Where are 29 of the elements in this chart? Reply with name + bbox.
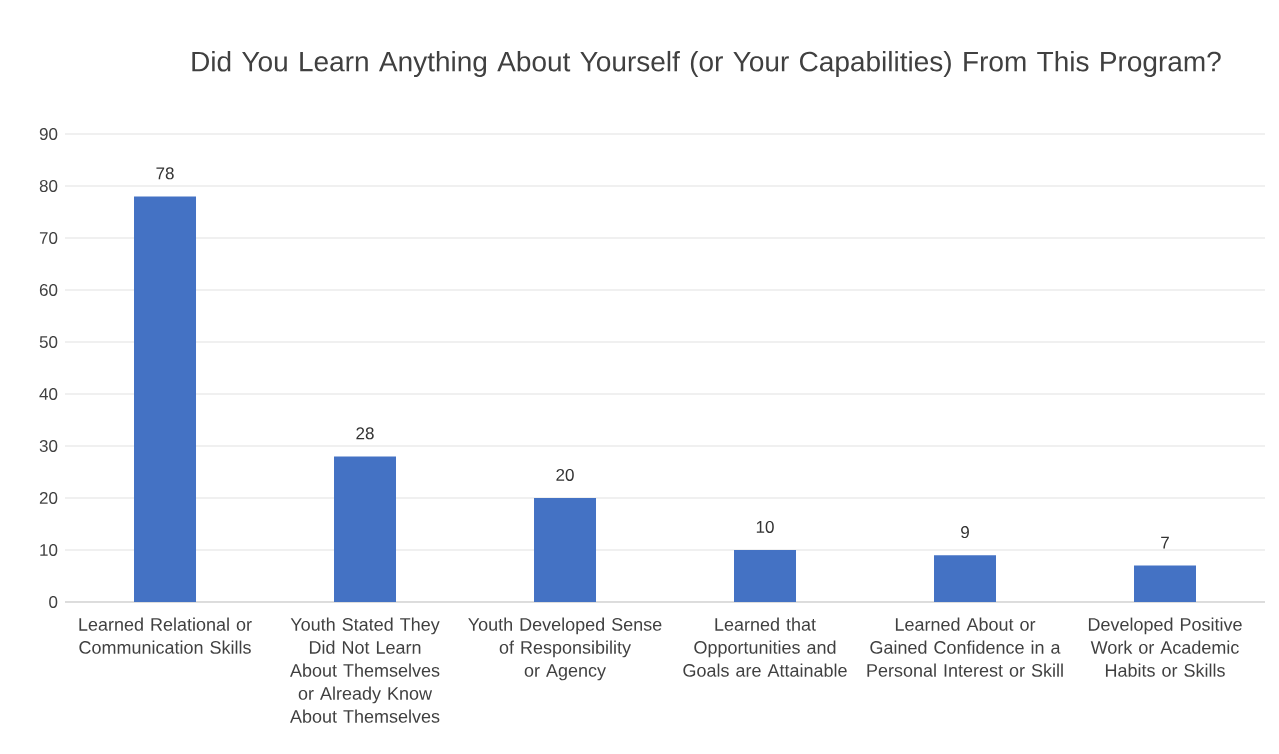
y-tick-label: 20 (39, 491, 58, 504)
data-label: 10 (756, 520, 774, 533)
x-tick-label: Youth Stated They Did Not Learn About Themselves or Already Know About Themselves (290, 617, 440, 723)
y-tick-label: 60 (39, 283, 58, 296)
bar (534, 497, 597, 602)
x-tick-label: Learned About or Gained Confidence in a Personal Interest or Skill (867, 617, 1063, 677)
y-tick-label: 80 (39, 179, 58, 193)
bar (934, 555, 997, 602)
data-label: 20 (556, 468, 574, 481)
x-tick-label: Learned Relational or Communication Skills (79, 617, 252, 654)
y-tick-label: 40 (39, 387, 58, 400)
x-tick-label: Developed Positive Work or Academic Habits or Skills (1088, 617, 1242, 677)
y-tick-label: 50 (39, 335, 58, 348)
bar (134, 196, 197, 602)
bar (1134, 565, 1197, 602)
data-label: 7 (1161, 536, 1169, 549)
y-tick-label: 90 (39, 127, 58, 141)
y-tick-label: 0 (49, 595, 58, 608)
y-tick-label: 10 (40, 543, 58, 556)
x-tick-label: Youth Developed Sense of Responsibility or Agency (468, 617, 662, 681)
bar (734, 549, 797, 602)
bar (334, 456, 397, 602)
y-tick-label: 70 (39, 231, 58, 245)
y-tick-label: 30 (39, 439, 58, 452)
data-label: 9 (961, 526, 969, 539)
data-label: 78 (156, 167, 174, 180)
data-label: 28 (356, 427, 374, 440)
x-tick-label: Learned that Opportunities and Goals are Attainable (683, 617, 847, 677)
chart-title: Did You Learn Anything About Yourself (or Your Capabilities) From This Program? (192, 50, 1221, 78)
